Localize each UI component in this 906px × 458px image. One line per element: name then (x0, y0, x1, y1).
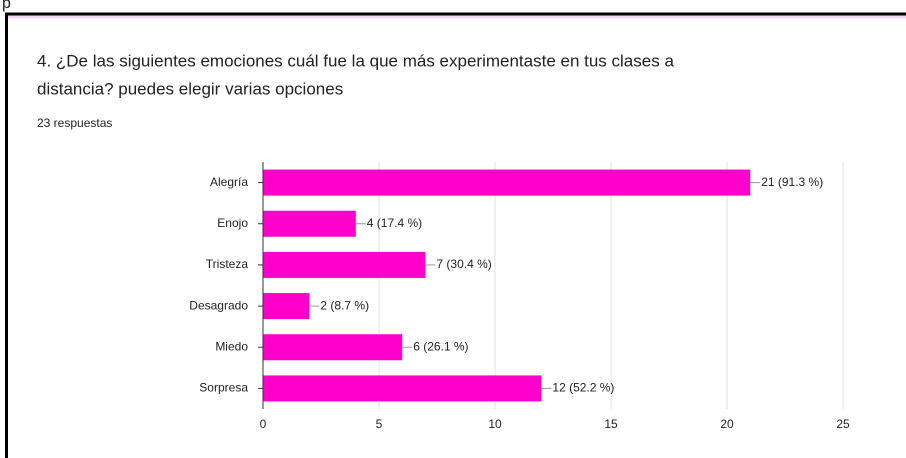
y-tick-label: Alegría (210, 175, 248, 189)
value-label: 21 (91.3 %) (761, 175, 823, 189)
bar (263, 293, 310, 320)
value-label: 7 (30.4 %) (436, 257, 491, 271)
x-tick-label: 15 (604, 417, 618, 431)
chart-title: distancia? puedes elegir varias opciones (37, 79, 343, 98)
chart-subtitle: 23 respuestas (37, 116, 112, 130)
value-label: 12 (52.2 %) (552, 381, 614, 395)
bar (263, 210, 356, 237)
bar (263, 375, 542, 402)
bar (263, 169, 751, 196)
x-tick-label: 5 (376, 417, 383, 431)
x-tick-label: 20 (720, 417, 734, 431)
y-tick-label: Sorpresa (199, 381, 248, 395)
page-fragment: p (2, 0, 11, 12)
x-tick-label: 10 (488, 417, 502, 431)
x-tick-label: 25 (836, 417, 850, 431)
bar (263, 251, 426, 278)
chart-title: 4. ¿De las siguientes emociones cuál fue… (37, 51, 674, 70)
value-label: 4 (17.4 %) (367, 216, 422, 230)
bar (263, 334, 403, 361)
y-tick-label: Desagrado (189, 298, 248, 312)
y-tick-label: Tristeza (206, 257, 249, 271)
x-tick-label: 0 (260, 417, 267, 431)
value-label: 2 (8.7 %) (320, 298, 369, 312)
y-tick-label: Miedo (215, 339, 248, 353)
value-label: 6 (26.1 %) (413, 339, 468, 353)
y-tick-label: Enojo (217, 216, 248, 230)
